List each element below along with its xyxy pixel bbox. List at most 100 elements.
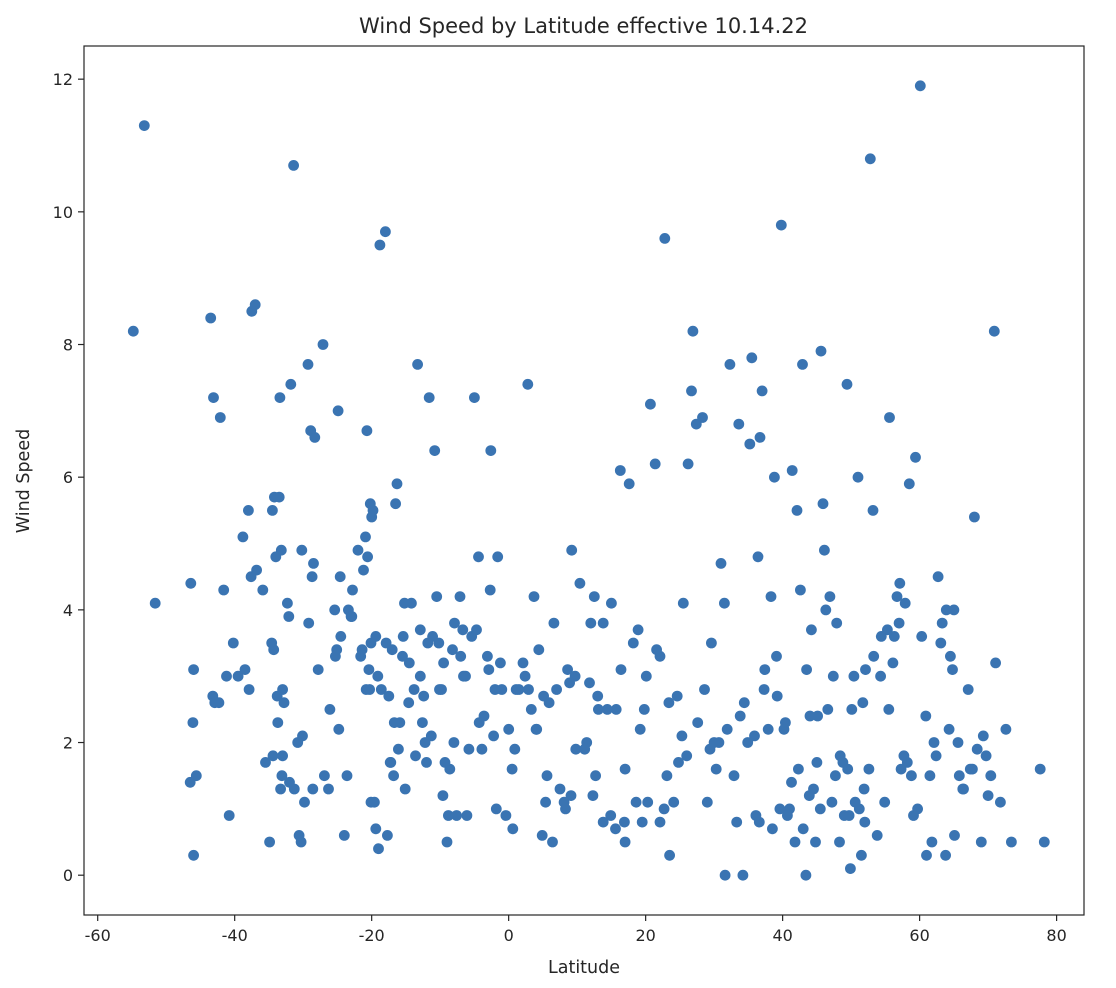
data-point [425, 730, 437, 742]
data-point [525, 704, 537, 715]
data-point [668, 796, 680, 808]
data-point [759, 664, 771, 675]
data-point [713, 737, 725, 748]
data-point [495, 657, 506, 669]
data-point [519, 670, 531, 682]
data-point [436, 684, 447, 695]
data-point [706, 637, 717, 649]
data-point [867, 505, 879, 516]
data-point [871, 830, 883, 841]
data-point [852, 471, 864, 483]
data-point [701, 796, 713, 808]
data-point [830, 770, 841, 782]
data-point [541, 770, 553, 782]
data-point [752, 551, 764, 563]
data-point [749, 730, 760, 742]
y-tick-label: 10 [53, 203, 73, 222]
data-point [786, 465, 798, 476]
data-point [771, 650, 782, 662]
data-point [570, 743, 582, 755]
data-point [581, 737, 593, 748]
y-tick-label: 6 [63, 468, 73, 487]
data-point [864, 153, 876, 165]
data-point [373, 843, 384, 855]
data-point [418, 690, 430, 702]
data-point [513, 684, 525, 695]
data-point [843, 810, 855, 821]
data-point [767, 823, 778, 835]
data-point [299, 796, 310, 808]
data-point [187, 717, 199, 728]
data-point [397, 650, 408, 662]
data-point [540, 796, 551, 808]
data-point [814, 803, 826, 815]
data-point [990, 657, 1001, 669]
data-point [756, 385, 768, 397]
data-point [239, 664, 251, 675]
data-point [728, 770, 740, 782]
data-point [319, 770, 330, 782]
plot-frame [83, 45, 1085, 916]
data-point [441, 836, 453, 848]
data-point [857, 697, 869, 709]
data-point [346, 611, 358, 622]
data-point [771, 690, 783, 702]
data-point [449, 617, 460, 629]
y-axis-label: Wind Speed [14, 429, 34, 533]
data-point [888, 631, 900, 642]
data-point [438, 657, 449, 669]
data-point [1000, 723, 1012, 735]
data-point [243, 505, 254, 516]
data-point [309, 432, 321, 443]
data-point [651, 644, 662, 656]
data-point [1038, 836, 1050, 848]
data-point [538, 690, 549, 702]
x-tick-label: -40 [222, 926, 248, 945]
data-point [671, 690, 683, 702]
data-point [661, 770, 673, 782]
chart-title: Wind Speed by Latitude effective 10.14.2… [359, 14, 808, 38]
data-point [528, 591, 540, 602]
data-point [483, 664, 495, 675]
data-point [774, 803, 786, 815]
data-point [623, 478, 635, 490]
data-point [188, 664, 200, 675]
data-point [257, 584, 269, 596]
data-point [551, 684, 562, 695]
data-point [360, 531, 371, 543]
data-point [953, 770, 965, 782]
data-point [399, 783, 411, 795]
data-point [863, 763, 875, 775]
data-point [451, 810, 462, 821]
data-point [649, 458, 661, 470]
data-point [824, 591, 836, 602]
data-point [640, 670, 652, 682]
data-point [517, 657, 529, 669]
data-point [237, 531, 249, 543]
data-point [634, 723, 646, 735]
data-point [754, 432, 766, 443]
data-point [808, 783, 819, 795]
data-point [433, 637, 445, 649]
data-point [682, 458, 694, 470]
data-point [347, 584, 358, 596]
data-point [704, 743, 716, 755]
x-axis-label: Latitude [548, 958, 620, 978]
data-point [592, 690, 604, 702]
data-point [928, 737, 940, 748]
data-point [560, 803, 571, 815]
data-point [548, 617, 560, 629]
data-point [642, 796, 654, 808]
x-tick-label: 0 [504, 926, 514, 945]
data-point [370, 823, 382, 835]
data-point [447, 644, 458, 656]
data-point [469, 392, 480, 403]
data-point [894, 577, 906, 589]
data-point [834, 836, 845, 848]
data-point [324, 704, 336, 715]
data-point [731, 816, 743, 828]
data-point [213, 697, 225, 709]
data-point [859, 816, 871, 828]
data-point [421, 757, 432, 768]
data-point [267, 505, 278, 516]
